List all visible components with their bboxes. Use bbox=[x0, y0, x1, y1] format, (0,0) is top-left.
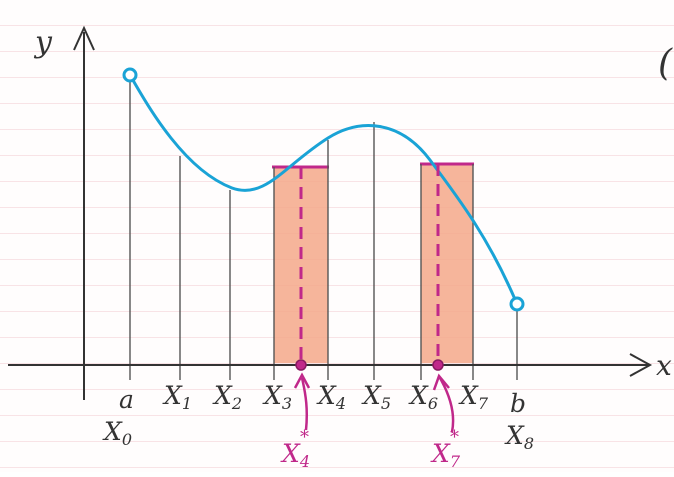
endpoint-b-label: b bbox=[510, 389, 526, 418]
partition-lines bbox=[129, 82, 518, 380]
partition-label-x6: X6 bbox=[408, 381, 438, 413]
endpoint-a-label: a bbox=[119, 385, 134, 414]
corner-parenthesis: ( bbox=[658, 43, 673, 84]
sample-arrow-x7 bbox=[438, 377, 455, 433]
partition-label-x3: X3 bbox=[262, 381, 292, 413]
y-axis-label: y bbox=[33, 25, 53, 60]
sample-point-x4 bbox=[295, 359, 307, 371]
sample-arrow-head-x7 bbox=[432, 373, 450, 391]
sample-label-x7-star: X7* bbox=[430, 427, 461, 471]
x-axis-label: x bbox=[656, 349, 672, 382]
x-axis-arrow bbox=[629, 353, 653, 377]
partition-label-x5: X5 bbox=[361, 381, 391, 413]
sample-arrow-head-x4 bbox=[293, 372, 311, 389]
sample-point-x7 bbox=[432, 359, 444, 371]
axes bbox=[8, 25, 653, 400]
y-axis-arrow bbox=[73, 25, 95, 51]
endpoint-a-marker bbox=[122, 67, 138, 83]
sample-label-x4-star: X4* bbox=[280, 427, 310, 471]
partition-label-x8: X8 bbox=[504, 421, 534, 453]
function-curve bbox=[128, 73, 519, 306]
partition-label-x0: X0 bbox=[102, 417, 132, 449]
partition-label-x7: X7 bbox=[458, 381, 489, 413]
partition-label-x1: X1 bbox=[162, 381, 192, 413]
partition-label-x2: X2 bbox=[212, 381, 242, 413]
endpoint-b-marker bbox=[509, 296, 525, 312]
rect-x6-x7 bbox=[421, 164, 473, 363]
sample-arrow-x4 bbox=[300, 377, 309, 431]
partition-label-x4: X4 bbox=[316, 381, 346, 413]
